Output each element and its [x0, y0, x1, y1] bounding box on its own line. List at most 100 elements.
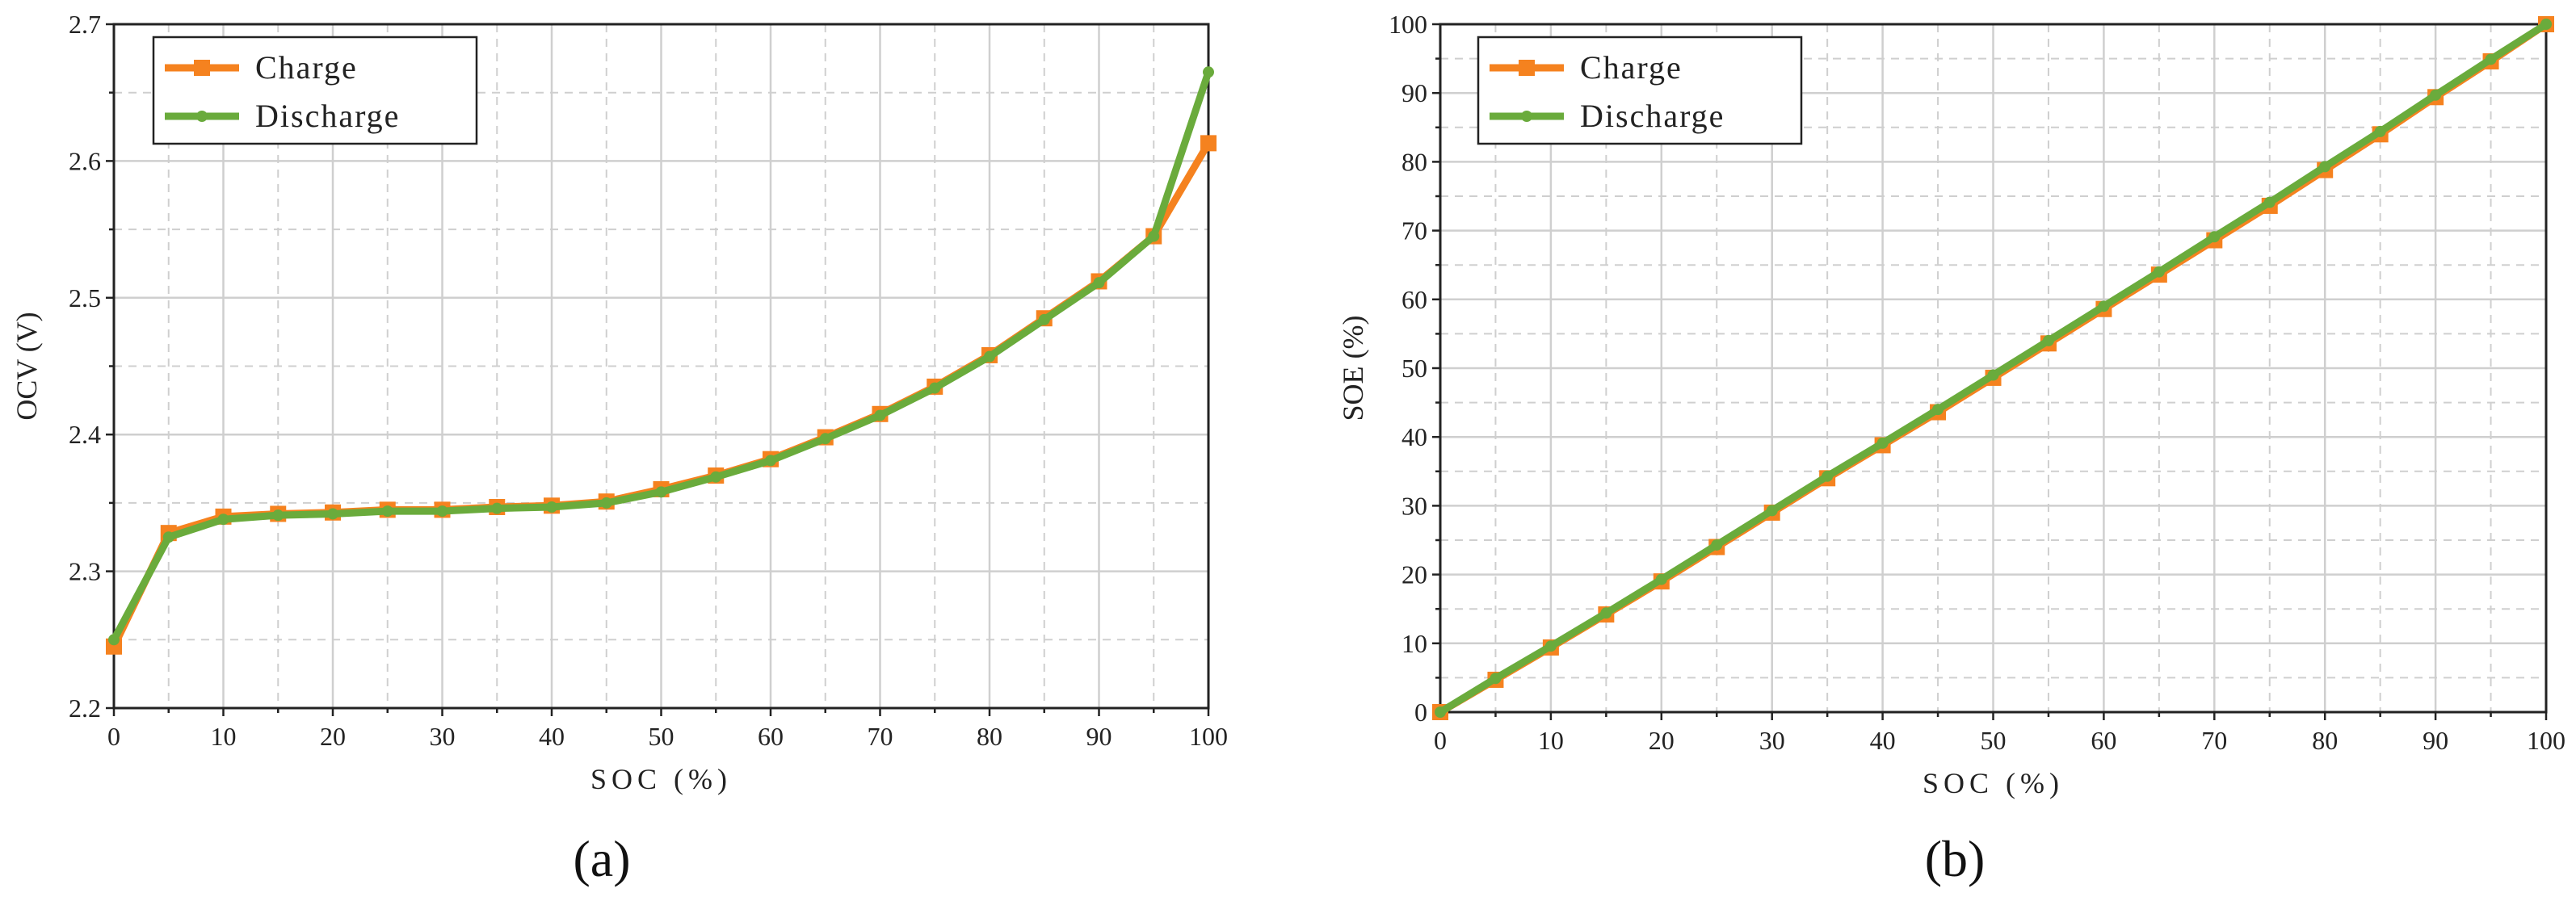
- y-tick-label: 0: [1414, 698, 1427, 727]
- legend-label-charge: Charge: [255, 49, 358, 86]
- point-discharge: [2263, 196, 2276, 208]
- x-tick-label: 10: [211, 722, 237, 751]
- panel-label: (b): [1925, 830, 1986, 887]
- point-discharge: [1711, 539, 1723, 551]
- point-discharge: [217, 513, 229, 526]
- point-discharge: [2430, 89, 2442, 101]
- point-discharge: [710, 471, 722, 483]
- legend: Charge Discharge: [1477, 36, 1803, 145]
- point-discharge: [1987, 369, 1999, 381]
- legend-marker-discharge: [196, 111, 208, 122]
- point-discharge: [1544, 640, 1557, 652]
- grid: [114, 24, 1208, 708]
- point-discharge: [108, 634, 120, 646]
- x-tick-label: 90: [1086, 722, 1112, 751]
- x-tick-label: 40: [1870, 726, 1896, 755]
- x-axis-title: SOC (%): [590, 763, 732, 795]
- point-discharge: [2042, 334, 2054, 346]
- x-tick-label: 70: [2201, 726, 2227, 755]
- point-discharge: [984, 350, 995, 363]
- legend-marker-discharge: [1521, 111, 1532, 122]
- y-axis-title: OCV (V): [11, 312, 43, 420]
- x-tick-label: 30: [430, 722, 456, 751]
- point-discharge: [2319, 161, 2331, 173]
- point-discharge: [655, 486, 667, 498]
- y-tick-label: 70: [1401, 216, 1427, 245]
- legend-label-discharge: Discharge: [255, 98, 400, 134]
- x-tick-label: 100: [2527, 726, 2565, 755]
- x-tick-label: 10: [1538, 726, 1564, 755]
- x-tick-label: 30: [1759, 726, 1785, 755]
- point-discharge: [272, 509, 284, 522]
- x-tick-label: 100: [1189, 722, 1228, 751]
- y-tick-label: 2.7: [69, 10, 101, 39]
- panel-a-chart: 0 10 20 30 40 50 60 70 80 90 100 2.2 2.3 2.4 2.5 2.6 2.7…: [11, 10, 1228, 887]
- x-tick-label: 40: [539, 722, 565, 751]
- point-discharge: [1093, 277, 1105, 289]
- x-tick-label: 60: [758, 722, 784, 751]
- y-tick-label: 80: [1401, 147, 1427, 176]
- point-discharge: [327, 508, 338, 520]
- y-tick-label: 20: [1401, 560, 1427, 589]
- y-tick-label: 2.5: [69, 283, 101, 312]
- point-discharge: [2098, 300, 2110, 312]
- y-tick-label: 2.6: [69, 146, 101, 175]
- point-discharge: [765, 455, 776, 467]
- point-discharge: [436, 505, 448, 518]
- y-tick-label: 60: [1401, 285, 1427, 314]
- x-tick-label: 50: [1981, 726, 2007, 755]
- point-discharge: [2208, 231, 2221, 243]
- point-discharge: [381, 505, 393, 518]
- y-tick-label: 40: [1401, 422, 1427, 451]
- point-discharge: [1038, 313, 1050, 325]
- point-discharge: [819, 433, 831, 445]
- x-tick-label: 20: [320, 722, 346, 751]
- y-tick-label: 2.3: [69, 557, 101, 586]
- point-charge: [1200, 135, 1217, 152]
- point-discharge: [1932, 404, 1944, 416]
- y-tick-label: 2.4: [69, 420, 101, 449]
- point-discharge: [2485, 53, 2497, 65]
- point-discharge: [1600, 607, 1612, 619]
- x-tick-label: 50: [649, 722, 674, 751]
- x-tick-label: 90: [2423, 726, 2448, 755]
- point-discharge: [874, 409, 886, 421]
- y-axis-title: SOE (%): [1337, 316, 1369, 421]
- x-tick-label: 0: [107, 722, 120, 751]
- y-tick-label: 30: [1401, 491, 1427, 520]
- point-discharge: [2540, 19, 2552, 30]
- legend-label-discharge: Discharge: [1580, 98, 1725, 134]
- point-discharge: [491, 502, 503, 514]
- y-tick-label: 2.2: [69, 694, 101, 723]
- point-discharge: [1148, 230, 1160, 242]
- point-discharge: [1435, 706, 1446, 718]
- y-tick-label: 50: [1401, 354, 1427, 383]
- legend-label-charge: Charge: [1580, 49, 1683, 86]
- legend-box: [1477, 36, 1803, 145]
- x-tick-label: 0: [1434, 726, 1447, 755]
- point-discharge: [1876, 437, 1889, 449]
- point-discharge: [2374, 125, 2386, 137]
- point-discharge: [1655, 573, 1667, 585]
- y-tick-label: 10: [1401, 629, 1427, 658]
- x-axis-title: SOC (%): [1923, 767, 2064, 799]
- point-discharge: [1766, 505, 1778, 517]
- grid: [1440, 24, 2546, 712]
- point-discharge: [929, 382, 941, 394]
- point-discharge: [1822, 470, 1834, 482]
- y-tick-label: 90: [1401, 78, 1427, 107]
- legend-marker-charge: [1519, 60, 1535, 76]
- x-tick-label: 80: [2312, 726, 2338, 755]
- legend: Charge Discharge: [152, 36, 478, 145]
- point-discharge: [600, 497, 612, 509]
- y-tick-label: 100: [1389, 10, 1427, 39]
- x-tick-label: 80: [977, 722, 1002, 751]
- point-discharge: [1203, 66, 1214, 78]
- legend-box: [152, 36, 478, 145]
- point-discharge: [2153, 266, 2165, 278]
- point-discharge: [546, 501, 557, 513]
- point-discharge: [1490, 673, 1502, 685]
- panel-label: (a): [573, 830, 630, 887]
- point-discharge: [162, 531, 174, 543]
- x-tick-label: 60: [2091, 726, 2116, 755]
